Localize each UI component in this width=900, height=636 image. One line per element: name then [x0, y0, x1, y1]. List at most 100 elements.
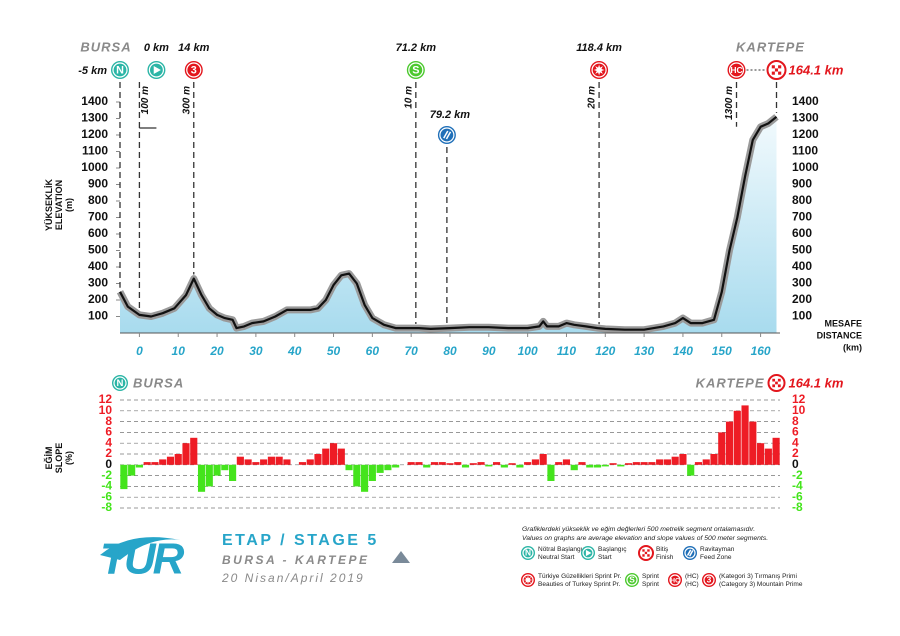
- icon-ring: [522, 574, 534, 586]
- feed-label: 79.2 km: [430, 109, 471, 121]
- y-tick-label-right: 500: [792, 243, 812, 257]
- icon-ring: [626, 574, 638, 586]
- slope-axis-label: EĞİMSLOPE(%): [43, 443, 74, 474]
- icon-square: [774, 65, 779, 69]
- x-tick-label: 50: [327, 344, 341, 358]
- x-tick-label: 0: [136, 344, 143, 358]
- icon: [147, 61, 166, 79]
- marker-label: 71.2 km: [396, 42, 437, 54]
- icon-text: 3: [191, 64, 197, 76]
- icon-square: [778, 68, 782, 72]
- y-tick-label: 8: [105, 414, 112, 428]
- y-tick-label-right: -4: [792, 479, 803, 493]
- icon-square: [642, 549, 645, 552]
- y-tick-label: 800: [88, 193, 108, 207]
- slope-start-city: BURSA: [133, 375, 184, 390]
- slope-bar: [578, 462, 586, 465]
- slope-bar: [430, 462, 439, 465]
- slope-bar: [601, 464, 609, 467]
- legend-text: (Category 3) Mountain Prime: [719, 581, 803, 588]
- slope-bar: [151, 462, 159, 465]
- altitude-label: 1300 m: [724, 86, 735, 120]
- y-tick-label: 300: [88, 276, 108, 290]
- y-axis-label: YÜKSEKLİKELEVATION(m): [44, 179, 74, 232]
- y-tick-label: -4: [101, 479, 112, 493]
- x-tick-label: 90: [482, 344, 496, 358]
- y-tick-label-right: 800: [792, 193, 812, 207]
- slope-bar: [625, 463, 633, 465]
- legend-text: Sprint: [642, 581, 659, 588]
- slope-bar: [547, 464, 555, 481]
- x-axis-label: DISTANCE: [817, 330, 862, 340]
- icon-ring: [408, 62, 424, 78]
- slope-bar: [314, 454, 322, 465]
- x-tick-label: 100: [518, 344, 538, 358]
- slope-bar: [710, 454, 718, 465]
- y-tick-label-right: 1000: [792, 160, 819, 174]
- y-tick-label: 2: [105, 446, 112, 460]
- marker-label: 118.4 km: [576, 42, 622, 54]
- y-tick-label-right: 400: [792, 259, 812, 273]
- icon-disc: [437, 126, 456, 144]
- icon-ring: [186, 62, 202, 78]
- x-tick-label: 160: [751, 344, 771, 358]
- slope-bar: [562, 459, 571, 465]
- x-axis-label: MESAFE: [824, 318, 862, 328]
- elevation-line: [119, 115, 778, 331]
- start-city: BURSA: [80, 39, 131, 54]
- slope-bar: [252, 462, 260, 465]
- icon-square: [778, 71, 782, 75]
- y-tick-label: -2: [101, 468, 112, 482]
- slope-bar: [143, 462, 151, 465]
- y-tick-label: 4: [105, 435, 112, 449]
- slope-finish-city: KARTEPE: [696, 375, 765, 390]
- slope-bar: [609, 463, 617, 465]
- marker-label: 0 km: [144, 42, 169, 54]
- icon: N: [521, 546, 535, 560]
- y-tick-label-right: 900: [792, 177, 812, 191]
- x-tick-label: 120: [595, 344, 615, 358]
- slope-bar: [555, 462, 563, 465]
- slope-axis-label-line: SLOPE: [54, 443, 64, 474]
- y-tick-label: 500: [88, 243, 108, 257]
- slope-bar: [174, 454, 182, 465]
- icon-ring: [112, 62, 128, 78]
- slope-bar: [741, 405, 749, 465]
- slope-bar: [702, 459, 710, 465]
- slope-bar: [283, 459, 291, 465]
- slope-bar: [322, 448, 330, 465]
- slope-bar: [361, 464, 369, 492]
- icon-play: [585, 549, 592, 557]
- icon: N: [112, 375, 128, 391]
- slope-bar: [570, 464, 578, 471]
- y-tick-label: 900: [88, 177, 108, 191]
- slope-bar: [128, 464, 136, 476]
- slope-bar: [687, 464, 695, 476]
- icon-square: [642, 551, 645, 555]
- icon: S: [406, 61, 425, 79]
- icon: [683, 546, 697, 560]
- y-tick-label: 1000: [81, 160, 108, 174]
- slope-bar: [120, 464, 128, 490]
- x-tick-label: 10: [172, 344, 186, 358]
- icon: [437, 126, 456, 144]
- legend-text: Nötral Başlangıç: [538, 546, 586, 553]
- icon-ring: [439, 127, 455, 143]
- y-tick-label: 1300: [81, 111, 108, 125]
- y-tick-label-right: -2: [792, 468, 803, 482]
- y-tick-label-right: 2: [792, 446, 799, 460]
- icon-text: N: [116, 64, 124, 76]
- y-tick-label-right: 100: [792, 309, 812, 323]
- icon-disc: [184, 61, 203, 79]
- slope-bar: [205, 464, 213, 487]
- icon-text: S: [629, 575, 635, 585]
- x-tick-label: 80: [443, 344, 457, 358]
- slope-bar: [531, 459, 539, 465]
- y-axis-label-line: YÜKSEKLİK: [44, 179, 54, 232]
- legend-text: Feed Zone: [700, 554, 732, 561]
- altitude-label: 300 m: [181, 86, 192, 114]
- icon-square: [647, 551, 650, 555]
- y-tick-label: 400: [88, 259, 108, 273]
- icon: S: [625, 573, 639, 587]
- slope-bar: [679, 454, 687, 465]
